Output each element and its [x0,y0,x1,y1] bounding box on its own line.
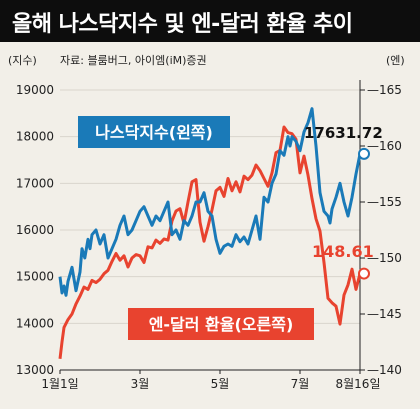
right-tick-label: —140 [367,363,402,377]
source-note: 자료: 블룸버그, 아이엠(iM)증권 [60,54,207,67]
left-axis-unit: (지수) [8,54,37,67]
title-bar: 올해 나스닥지수 및 엔-달러 환율 추이 [0,0,420,42]
series-lines [58,107,362,359]
nasdaq-label-box [78,116,230,148]
yen-end-marker [358,267,370,280]
right-tick-label: —150 [367,251,402,265]
left-tick-label: 15000 [16,270,54,284]
yen-label-text: 엔-달러 환율(오른쪽) [149,315,294,334]
right-tick-label: —160 [367,139,402,153]
right-tick-label: —155 [367,195,402,209]
chart-area: (지수) 자료: 블룸버그, 아이엠(iM)증권 (엔) 19000180001… [8,54,405,391]
right-axis-unit: (엔) [386,54,405,67]
left-tick-label: 16000 [16,223,54,237]
nasdaq-end-marker [358,147,370,160]
nasdaq-label-text: 나스닥지수(왼쪽) [95,123,213,142]
yen-line [58,125,362,359]
x-tick-label: 7월 [291,377,310,391]
x-tick-label: 1월1일 [41,377,78,391]
chart-title: 올해 나스닥지수 및 엔-달러 환율 추이 [12,12,353,37]
series-labels: 17631.72 148.61 나스닥지수(왼쪽) 엔-달러 환율(오른쪽) [78,116,383,340]
nasdaq-end-value: 17631.72 [304,124,383,142]
end-markers [358,147,370,280]
x-tick-label: 5월 [211,377,230,391]
x-tick-label: 8월16일 [336,377,381,391]
left-tick-label: 17000 [16,176,54,190]
x-axis-ticks: 1월1일 3월 5월 7월 8월16일 [41,369,381,391]
left-tick-label: 13000 [16,363,54,377]
left-tick-label: 18000 [16,130,54,144]
right-tick-label: —145 [367,307,402,321]
x-tick-label: 3월 [131,377,150,391]
left-tick-label: 14000 [16,316,54,330]
right-tick-label: —165 [367,83,402,97]
yen-end-value: 148.61 [312,242,374,261]
left-axis-ticks: 19000 18000 17000 16000 15000 14000 13000 [16,83,54,377]
right-axis-ticks: —165 —160 —155 —150 —145 —140 [359,80,402,377]
left-tick-label: 19000 [16,83,54,97]
nasdaq-line [58,107,362,297]
yen-label-box [128,308,314,340]
